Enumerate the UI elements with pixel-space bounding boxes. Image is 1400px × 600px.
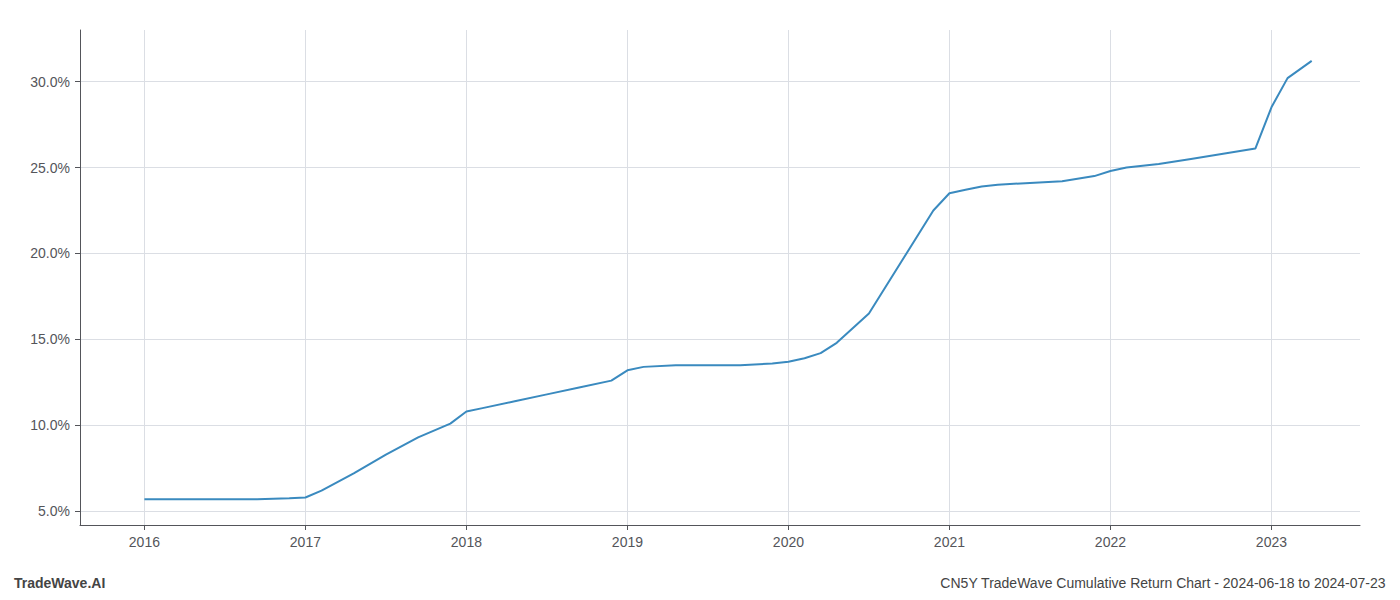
svg-text:CN5Y TradeWave Cumulative Retu: CN5Y TradeWave Cumulative Return Chart -… (940, 575, 1385, 591)
svg-text:2018: 2018 (451, 534, 482, 550)
svg-text:30.0%: 30.0% (30, 74, 70, 90)
svg-text:2019: 2019 (612, 534, 643, 550)
svg-text:2016: 2016 (129, 534, 160, 550)
svg-text:2021: 2021 (934, 534, 965, 550)
svg-text:2023: 2023 (1256, 534, 1287, 550)
svg-text:10.0%: 10.0% (30, 417, 70, 433)
svg-text:2020: 2020 (773, 534, 804, 550)
svg-text:20.0%: 20.0% (30, 245, 70, 261)
svg-text:TradeWave.AI: TradeWave.AI (14, 575, 105, 591)
svg-text:2022: 2022 (1095, 534, 1126, 550)
svg-text:2017: 2017 (290, 534, 321, 550)
svg-text:25.0%: 25.0% (30, 160, 70, 176)
svg-text:15.0%: 15.0% (30, 331, 70, 347)
svg-text:5.0%: 5.0% (38, 503, 70, 519)
